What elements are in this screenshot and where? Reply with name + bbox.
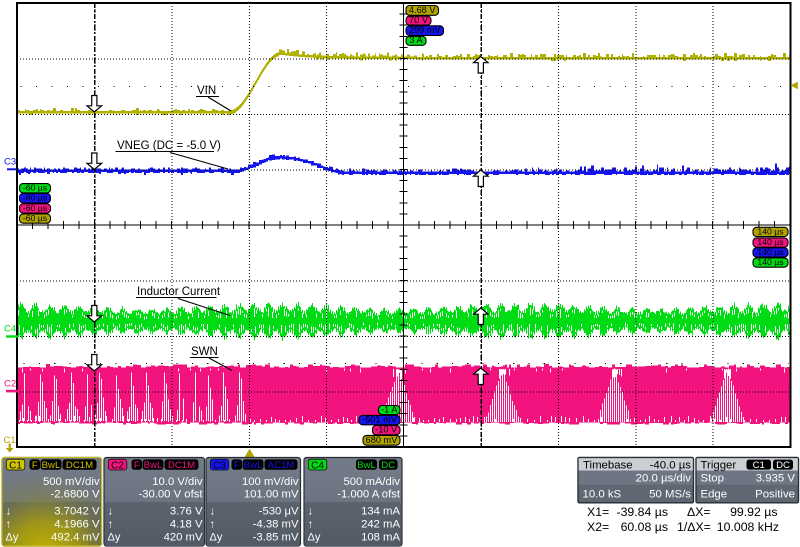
svg-text:C1: C1 [753, 460, 765, 471]
svg-text:242 mA: 242 mA [361, 519, 400, 531]
svg-text:-39.84 µs: -39.84 µs [616, 505, 668, 519]
svg-text:108 mA: 108 mA [361, 532, 400, 544]
svg-text:Inductor Current: Inductor Current [137, 286, 221, 298]
svg-text:100 mV/div: 100 mV/div [242, 476, 299, 488]
svg-text:VIN: VIN [197, 85, 216, 97]
svg-text:-4.38 mV: -4.38 mV [253, 519, 299, 531]
svg-text:-10 V: -10 V [375, 425, 398, 435]
svg-text:Trigger: Trigger [701, 459, 737, 471]
svg-text:↑: ↑ [308, 519, 314, 531]
svg-text:DC1M: DC1M [66, 460, 93, 471]
svg-text:BwL: BwL [42, 460, 61, 471]
svg-text:↑: ↑ [210, 519, 216, 531]
svg-text:Stop: Stop [701, 473, 724, 485]
svg-text:F: F [32, 460, 38, 471]
svg-text:60.08 µs: 60.08 µs [621, 520, 668, 534]
svg-text:↓: ↓ [108, 506, 114, 518]
svg-text:SWN: SWN [191, 346, 218, 358]
svg-text:50 MS/s: 50 MS/s [649, 489, 691, 501]
svg-text:4.68 V: 4.68 V [409, 5, 436, 15]
svg-text:492.4 mV: 492.4 mV [51, 532, 100, 544]
svg-text:-501 mV: -501 mV [362, 415, 398, 425]
svg-text:140 µs: 140 µs [757, 257, 784, 267]
svg-text:C4: C4 [311, 460, 324, 471]
svg-text:3 A: 3 A [409, 35, 423, 45]
svg-text:140 µs: 140 µs [757, 237, 784, 247]
svg-text:4.1966 V: 4.1966 V [54, 519, 100, 531]
svg-text:↓: ↓ [6, 506, 12, 518]
svg-text:-60 µs: -60 µs [23, 183, 48, 193]
svg-text:680 mV: 680 mV [366, 435, 399, 445]
svg-text:3.76 V: 3.76 V [170, 506, 203, 518]
svg-text:-3.85 mV: -3.85 mV [253, 532, 299, 544]
svg-text:3.7042 V: 3.7042 V [54, 506, 100, 518]
svg-text:70 V: 70 V [409, 15, 429, 25]
svg-text:-30.00 V ofst: -30.00 V ofst [138, 489, 203, 501]
svg-text:-1 A: -1 A [381, 404, 398, 414]
svg-text:C2: C2 [4, 379, 16, 390]
svg-text:-60 µs: -60 µs [23, 213, 48, 223]
svg-text:Δy: Δy [308, 532, 321, 544]
svg-text:3.935 V: 3.935 V [756, 473, 796, 485]
svg-text:1/ΔX=: 1/ΔX= [677, 520, 711, 534]
svg-text:420 mV: 420 mV [164, 532, 203, 544]
svg-text:F: F [234, 460, 240, 471]
svg-text:C3: C3 [213, 460, 226, 471]
svg-text:-40.0 µs: -40.0 µs [650, 459, 692, 471]
svg-text:DC: DC [776, 460, 790, 471]
svg-text:VNEG (DC = -5.0 V): VNEG (DC = -5.0 V) [117, 140, 221, 152]
svg-text:X2=: X2= [587, 520, 609, 534]
svg-text:99.92 µs: 99.92 µs [730, 505, 777, 519]
svg-text:F: F [134, 460, 140, 471]
svg-text:10.0 kS: 10.0 kS [583, 489, 622, 501]
svg-text:Edge: Edge [701, 489, 728, 501]
svg-text:299 mV: 299 mV [409, 25, 442, 35]
svg-text:134 mA: 134 mA [361, 506, 400, 518]
svg-text:10.008 kHz: 10.008 kHz [717, 520, 779, 534]
svg-text:AC1M: AC1M [268, 460, 295, 471]
svg-text:140 µs: 140 µs [757, 226, 784, 236]
svg-text:-530 µV: -530 µV [259, 506, 299, 518]
svg-text:500 mA/div: 500 mA/div [343, 476, 400, 488]
svg-text:ΔX=: ΔX= [687, 505, 711, 519]
svg-text:BwL: BwL [144, 460, 163, 471]
svg-text:C3: C3 [4, 157, 16, 168]
svg-text:↓: ↓ [210, 506, 216, 518]
svg-text:C2: C2 [111, 460, 124, 471]
svg-text:4.18 V: 4.18 V [170, 519, 203, 531]
svg-text:Δy: Δy [210, 532, 223, 544]
svg-text:C1: C1 [4, 435, 16, 446]
svg-text:BwL: BwL [244, 460, 263, 471]
svg-text:-60 µs: -60 µs [23, 203, 48, 213]
svg-text:-60 µs: -60 µs [23, 193, 48, 203]
svg-text:Δy: Δy [108, 532, 121, 544]
svg-text:C4: C4 [4, 324, 16, 335]
svg-text:500 mV/div: 500 mV/div [43, 476, 100, 488]
svg-text:-1.000 A ofst: -1.000 A ofst [337, 489, 401, 501]
svg-text:Δy: Δy [6, 532, 19, 544]
svg-text:10.0 V/div: 10.0 V/div [152, 476, 203, 488]
svg-text:↑: ↑ [108, 519, 114, 531]
svg-text:DC: DC [381, 460, 395, 471]
svg-text:-2.6800 V: -2.6800 V [51, 489, 100, 501]
svg-text:C1: C1 [9, 460, 22, 471]
svg-text:Positive: Positive [755, 489, 795, 501]
svg-text:↓: ↓ [308, 506, 314, 518]
svg-text:140 µs: 140 µs [757, 247, 784, 257]
svg-text:BwL: BwL [357, 460, 376, 471]
svg-text:X1=: X1= [587, 505, 609, 519]
svg-text:Timebase: Timebase [583, 459, 633, 471]
svg-text:DC1M: DC1M [168, 460, 195, 471]
svg-text:20.0 µs/div: 20.0 µs/div [636, 473, 692, 485]
svg-text:↑: ↑ [6, 519, 12, 531]
svg-text:101.00 mV: 101.00 mV [244, 489, 299, 501]
